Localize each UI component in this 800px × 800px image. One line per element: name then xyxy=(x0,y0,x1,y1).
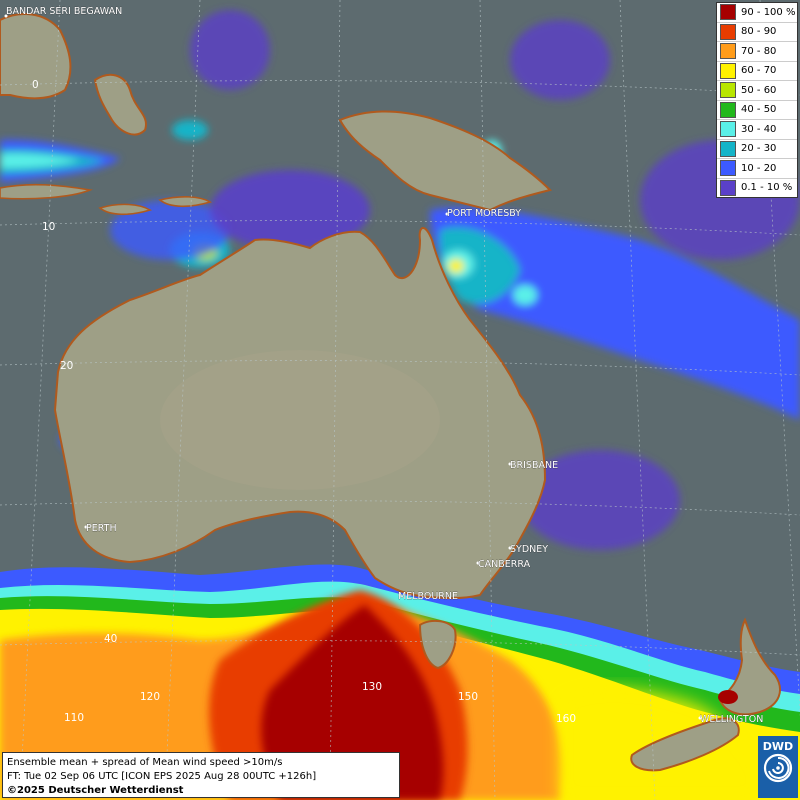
legend-label: 80 - 90 xyxy=(741,26,777,38)
legend-label: 90 - 100 % xyxy=(741,6,796,18)
east-wind-field xyxy=(430,20,800,550)
lon-label-150: 150 xyxy=(458,691,478,703)
legend-row: 0.1 - 10 % xyxy=(717,179,797,198)
legend-swatch xyxy=(720,4,736,21)
legend-row: 10 - 20 xyxy=(717,159,797,179)
australia-interior-shading xyxy=(160,350,440,490)
legend-swatch xyxy=(720,121,736,138)
legend-label: 70 - 80 xyxy=(741,45,777,57)
lat-label-20: 20 xyxy=(60,360,73,372)
nz-south-island xyxy=(630,717,740,772)
dwd-logo-text: DWD xyxy=(762,740,794,753)
legend-label: 30 - 40 xyxy=(741,123,777,135)
city-dot-wellington xyxy=(698,716,702,720)
legend-swatch xyxy=(720,43,736,60)
city-markers: BANDAR SERI BEGAWAN PORT MORESBY BRISBAN… xyxy=(4,6,764,725)
legend-label: 60 - 70 xyxy=(741,65,777,77)
lon-label-110: 110 xyxy=(64,712,84,724)
legend-swatch xyxy=(720,140,736,157)
lat-label-40: 40 xyxy=(104,633,117,645)
city-label-perth: PERTH xyxy=(86,523,117,534)
legend-row: 30 - 40 xyxy=(717,120,797,140)
legend-row: 20 - 30 xyxy=(717,140,797,159)
city-dot-port-moresby xyxy=(445,212,449,216)
city-label-wellington: WELLINGTON xyxy=(700,714,763,725)
caption-forecast-time: FT: Tue 02 Sep 06 UTC [ICON EPS 2025 Aug… xyxy=(7,771,317,782)
probability-legend: 90 - 100 % 80 - 90 70 - 80 60 - 70 50 - 60 40… xyxy=(716,2,798,198)
caption-product: Ensemble mean + spread of Mean wind spee… xyxy=(7,757,283,768)
city-dot-canberra xyxy=(476,561,480,565)
lon-label-160: 160 xyxy=(556,713,576,725)
legend-row: 70 - 80 xyxy=(717,42,797,62)
legend-row: 90 - 100 % xyxy=(717,3,797,23)
sulawesi-landmass xyxy=(93,73,147,136)
wellington-high-wind-spot xyxy=(718,690,738,704)
nz-north-island xyxy=(718,617,781,716)
dwd-swirl-icon xyxy=(763,753,793,783)
lon-label-130: 130 xyxy=(362,681,382,693)
legend-row: 60 - 70 xyxy=(717,62,797,81)
legend-swatch xyxy=(720,101,736,118)
city-label-port-moresby: PORT MORESBY xyxy=(447,208,521,219)
dwd-logo: DWD xyxy=(758,736,798,798)
legend-swatch xyxy=(720,160,736,177)
lon-label-120: 120 xyxy=(140,691,160,703)
borneo-landmass xyxy=(0,13,72,100)
legend-swatch xyxy=(720,179,736,196)
caption-copyright: ©2025 Deutscher Wetterdienst xyxy=(7,785,184,796)
city-label-brisbane: BRISBANE xyxy=(510,460,558,471)
legend-row: 80 - 90 xyxy=(717,23,797,42)
legend-swatch xyxy=(720,62,736,79)
city-dot-sydney xyxy=(508,546,512,550)
legend-label: 10 - 20 xyxy=(741,162,777,174)
lat-label-10: 10 xyxy=(42,221,55,233)
northwest-wind-field xyxy=(0,10,370,268)
city-label-sydney: SYDNEY xyxy=(510,544,548,555)
tasmania-landmass xyxy=(418,619,457,670)
city-dot-melbourne xyxy=(398,593,402,597)
city-label-canberra: CANBERRA xyxy=(478,559,531,570)
legend-label: 50 - 60 xyxy=(741,84,777,96)
city-label-bandar: BANDAR SERI BEGAWAN xyxy=(6,6,122,17)
lat-label-0: 0 xyxy=(32,79,39,91)
legend-label: 40 - 50 xyxy=(741,104,777,116)
city-label-melbourne: MELBOURNE xyxy=(398,591,458,602)
city-dot-perth xyxy=(84,525,88,529)
city-dot-brisbane xyxy=(508,462,512,466)
legend-row: 40 - 50 xyxy=(717,101,797,120)
legend-swatch xyxy=(720,82,736,99)
legend-label: 20 - 30 xyxy=(741,143,777,155)
legend-swatch xyxy=(720,23,736,40)
city-dot-bandar xyxy=(4,14,8,18)
map-caption: Ensemble mean + spread of Mean wind spee… xyxy=(2,752,400,798)
sunda-islands xyxy=(0,183,212,216)
legend-row: 50 - 60 xyxy=(717,81,797,101)
legend-label: 0.1 - 10 % xyxy=(741,182,793,194)
new-guinea-landmass xyxy=(338,110,552,212)
